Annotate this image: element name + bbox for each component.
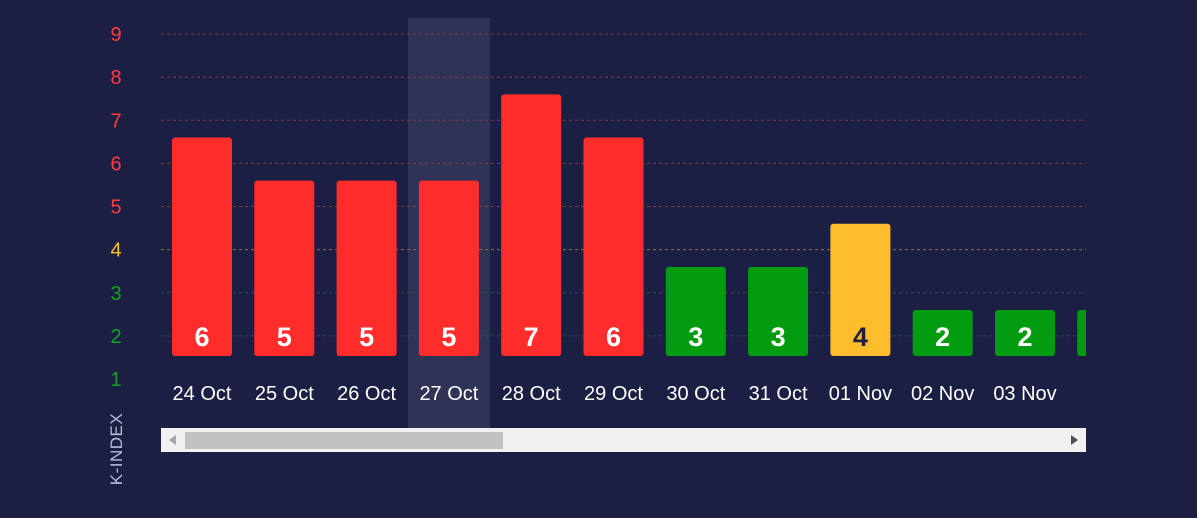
bar[interactable]: 5 (336, 180, 397, 356)
bar[interactable]: 2 (912, 310, 973, 356)
bar-rect[interactable] (336, 180, 397, 356)
bar-rect[interactable] (254, 180, 315, 356)
bar-rect[interactable] (665, 266, 726, 356)
x-tick-label: 28 Oct (502, 383, 561, 405)
bar-value-label: 3 (771, 322, 786, 352)
x-tick-label: 29 Oct (584, 383, 643, 405)
bar-rect[interactable] (418, 180, 479, 356)
bar[interactable]: 5 (254, 180, 315, 356)
y-tick-label: 5 (110, 197, 121, 219)
bar[interactable]: 4 (830, 223, 891, 356)
y-tick-label: 1 (110, 369, 121, 391)
x-tick-label: 26 Oct (337, 383, 396, 405)
y-axis-title: K-INDEX (107, 413, 126, 485)
bar-rect[interactable] (995, 310, 1055, 356)
bar-value-label: 4 (853, 322, 868, 352)
y-tick-label: 7 (110, 110, 121, 132)
bar-value-label: 2 (935, 322, 950, 352)
bar-value-label: 5 (277, 322, 292, 352)
bar-value-label: 3 (688, 322, 703, 352)
bar-rect[interactable] (748, 266, 809, 356)
bar-rect[interactable] (1077, 310, 1137, 356)
x-axis-ticks: 24 Oct 25 Oct 26 Oct 27 Oct 28 Oct 29 Oct 30 O… (173, 383, 1113, 405)
y-tick-label: 8 (110, 67, 121, 89)
bar[interactable]: 6 (172, 137, 232, 357)
bar-rect[interactable] (501, 94, 562, 356)
x-tick-label: 01 Nov (829, 383, 892, 405)
x-tick-label: 24 Oct (173, 383, 232, 405)
x-tick-label: 30 Oct (666, 383, 725, 405)
bar[interactable]: 5 (418, 180, 479, 356)
y-tick-label: 2 (110, 326, 121, 348)
x-tick-label: 25 Oct (255, 383, 314, 405)
bar-rect[interactable] (912, 310, 973, 356)
x-tick-label: 0 (1102, 383, 1113, 405)
bar-value-label: 6 (606, 322, 621, 352)
bar[interactable]: 2 (995, 310, 1055, 356)
left-arrow-icon[interactable] (169, 435, 176, 445)
y-tick-label: 3 (110, 283, 121, 305)
x-tick-label: 02 Nov (911, 383, 974, 405)
bar-value-label: 5 (441, 322, 456, 352)
bar-rect[interactable] (172, 137, 232, 357)
bar-rect[interactable] (583, 137, 644, 357)
bar[interactable]: 6 (583, 137, 644, 357)
y-tick-label: 4 (110, 240, 121, 262)
bar-value-label: 7 (524, 322, 539, 352)
scrollbar-thumb[interactable] (185, 432, 503, 449)
bar-value-label: 5 (359, 322, 374, 352)
bar[interactable]: 3 (665, 266, 726, 356)
bar-value-label: 6 (194, 322, 209, 352)
right-arrow-icon[interactable] (1071, 435, 1078, 445)
horizontal-scrollbar[interactable] (161, 428, 1086, 452)
x-tick-label: 27 Oct (419, 383, 478, 405)
bar[interactable]: 3 (748, 266, 809, 356)
bars: 6 5 5 5 7 6 3 3 4 2 2 2 (172, 94, 1137, 357)
y-tick-label: 6 (110, 153, 121, 175)
x-tick-label: 03 Nov (993, 383, 1056, 405)
bar[interactable]: 2 (1077, 310, 1137, 356)
bar-value-label: 2 (1100, 322, 1115, 352)
x-tick-label: 31 Oct (749, 383, 808, 405)
y-tick-label: 9 (110, 24, 121, 46)
bar-rect[interactable] (830, 223, 891, 356)
y-axis-ticks: 1 2 3 4 5 6 7 8 9 (110, 24, 121, 391)
bar-value-label: 2 (1017, 322, 1032, 352)
bar[interactable]: 7 (501, 94, 562, 356)
